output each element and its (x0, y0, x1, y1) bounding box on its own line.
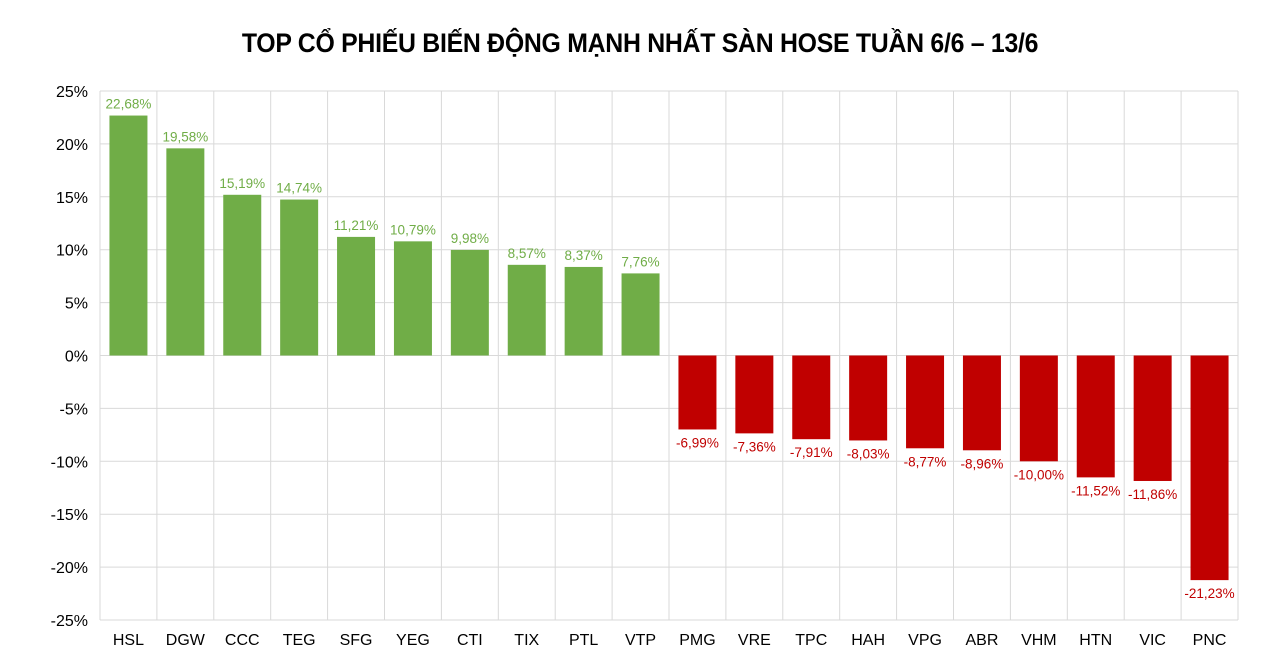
x-tick-label: DGW (166, 632, 206, 649)
y-tick-label: 20% (56, 137, 88, 154)
x-tick-label: ABR (965, 632, 998, 649)
y-tick-label: -15% (51, 507, 88, 524)
data-label: 22,68% (106, 97, 152, 112)
data-label: 8,37% (565, 248, 603, 263)
bar-VPG (906, 355, 945, 449)
x-tick-label: HSL (113, 632, 144, 649)
y-tick-label: -20% (51, 560, 88, 577)
bar-PTL (564, 266, 603, 356)
x-tick-label: SFG (340, 632, 373, 649)
x-tick-label: YEG (396, 632, 430, 649)
bar-CCC (223, 194, 262, 356)
data-label: 14,74% (276, 181, 322, 196)
x-tick-label: HTN (1079, 632, 1112, 649)
bar-VRE (735, 355, 774, 434)
bar-VTP (621, 273, 660, 356)
bar-PNC (1190, 355, 1229, 581)
y-tick-label: 15% (56, 190, 88, 207)
data-label: -21,23% (1184, 586, 1234, 601)
data-label: -8,77% (904, 454, 947, 469)
data-label: -10,00% (1014, 467, 1064, 482)
data-label: -8,03% (847, 446, 890, 461)
x-tick-label: VIC (1139, 632, 1166, 649)
bar-VIC (1133, 355, 1172, 481)
x-tick-label: VPG (908, 632, 942, 649)
y-tick-label: 25% (56, 84, 88, 101)
bar-SFG (337, 236, 376, 356)
data-label: 15,19% (219, 176, 265, 191)
x-tick-label: CTI (457, 632, 483, 649)
data-label: -7,36% (733, 439, 776, 454)
bar-VHM (1019, 355, 1058, 462)
y-tick-label: -5% (60, 401, 88, 418)
bar-HTN (1076, 355, 1115, 478)
bar-TPC (792, 355, 831, 440)
bar-HAH (849, 355, 888, 441)
data-label: 9,98% (451, 231, 489, 246)
bar-TEG (280, 199, 319, 356)
x-tick-label: PNC (1193, 632, 1227, 649)
data-label: -8,96% (961, 456, 1004, 471)
bar-PMG (678, 355, 717, 430)
chart-title: TOP CỔ PHIẾU BIẾN ĐỘNG MẠNH NHẤT SÀN HOS… (241, 28, 1039, 58)
data-label: 19,58% (162, 129, 208, 144)
x-tick-label: PMG (679, 632, 715, 649)
bar-CTI (450, 249, 489, 356)
bar-TIX (507, 264, 546, 356)
data-label: -11,52% (1071, 483, 1120, 498)
data-label: 8,57% (508, 246, 546, 261)
x-tick-label: VHM (1021, 632, 1057, 649)
y-tick-label: -25% (51, 613, 88, 630)
x-tick-label: HAH (851, 632, 885, 649)
data-label: 10,79% (390, 222, 436, 237)
data-label: -7,91% (790, 445, 833, 460)
x-tick-label: TPC (795, 632, 827, 649)
x-tick-label: VRE (738, 632, 771, 649)
bar-ABR (962, 355, 1001, 451)
data-label: 7,76% (621, 254, 659, 269)
y-tick-label: 10% (56, 243, 88, 260)
data-label: 11,21% (334, 218, 379, 233)
x-tick-label: VTP (625, 632, 656, 649)
x-tick-label: TIX (514, 632, 539, 649)
x-tick-label: CCC (225, 632, 260, 649)
bar-DGW (166, 148, 205, 356)
x-tick-label: TEG (283, 632, 316, 649)
data-label: -6,99% (676, 435, 719, 450)
bar-YEG (393, 241, 432, 356)
x-tick-label: PTL (569, 632, 598, 649)
bar-HSL (109, 115, 148, 356)
data-label: -11,86% (1128, 487, 1177, 502)
y-tick-label: 5% (65, 296, 88, 313)
y-tick-label: -10% (51, 454, 88, 471)
y-tick-label: 0% (65, 349, 88, 366)
